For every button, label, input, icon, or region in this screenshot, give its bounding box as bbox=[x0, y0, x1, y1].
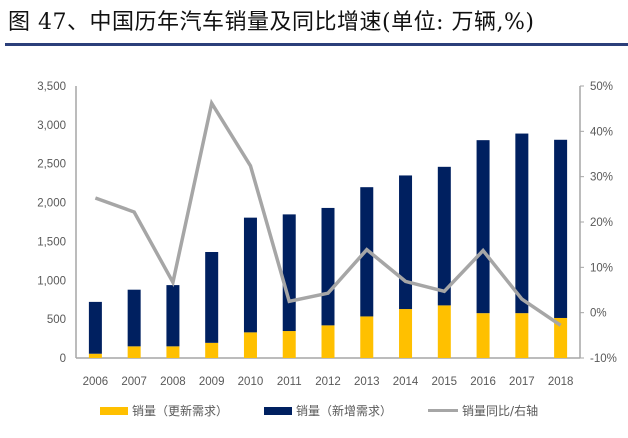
bar-renewal bbox=[399, 309, 413, 358]
right-axis-tick-label: 40% bbox=[590, 126, 613, 138]
bar-new-demand bbox=[554, 139, 568, 318]
x-axis-tick-label: 2017 bbox=[509, 376, 535, 388]
bar-renewal bbox=[88, 353, 102, 358]
legend-item-renewal: 销量（更新需求） bbox=[100, 402, 228, 419]
bar-renewal bbox=[554, 317, 568, 358]
chart-plot: 0 500 1,000 1,500 2,000 2,500 3,000 3,500 -10% 0%… bbox=[37, 81, 617, 388]
bar-new-demand bbox=[321, 207, 335, 326]
left-axis-tick-label: 3,500 bbox=[37, 81, 66, 93]
bar-renewal bbox=[321, 325, 335, 358]
right-axis-tick-label: 10% bbox=[590, 262, 613, 274]
yoy-line bbox=[94, 98, 562, 327]
bar-new-demand bbox=[476, 140, 490, 314]
right-axis-tick-label: 0% bbox=[590, 308, 607, 320]
x-axis-tick-label: 2009 bbox=[199, 376, 225, 388]
bar-renewal bbox=[166, 346, 180, 358]
title-underline bbox=[5, 43, 628, 46]
x-axis-tick-label: 2012 bbox=[315, 376, 341, 388]
bar-renewal bbox=[476, 313, 490, 358]
bar-renewal bbox=[127, 346, 141, 358]
bar-renewal bbox=[282, 331, 296, 358]
left-axis-tick-label: 2,500 bbox=[37, 159, 66, 171]
x-axis-tick-label: 2016 bbox=[470, 376, 496, 388]
legend-item-new-demand: 销量（新增需求） bbox=[264, 402, 392, 419]
bar-new-demand bbox=[127, 289, 141, 347]
legend-label-renewal: 销量（更新需求） bbox=[132, 404, 229, 418]
legend-swatch-new-demand bbox=[264, 406, 293, 415]
legend-swatch-yoy bbox=[428, 409, 459, 412]
legend-swatch-renewal bbox=[100, 406, 128, 415]
bar-renewal bbox=[360, 316, 374, 358]
bar-new-demand bbox=[205, 251, 219, 343]
left-axis-tick-label: 0 bbox=[60, 353, 66, 365]
right-axis-tick-label: 50% bbox=[590, 81, 613, 93]
bar-new-demand bbox=[243, 217, 257, 333]
legend-label-new-demand: 销量（新增需求） bbox=[296, 404, 393, 418]
left-axis-tick-label: 1,000 bbox=[37, 275, 66, 287]
bar-renewal bbox=[243, 332, 257, 358]
x-axis-tick-label: 2013 bbox=[354, 376, 380, 388]
left-axis-tick-label: 3,000 bbox=[37, 120, 66, 132]
x-axis-tick-label: 2010 bbox=[238, 376, 264, 388]
chart-legend: 销量（更新需求） 销量（新增需求） 销量同比/右轴 bbox=[100, 402, 574, 419]
x-axis-tick-label: 2014 bbox=[393, 376, 419, 388]
bar-new-demand bbox=[282, 214, 296, 332]
x-axis-tick-label: 2006 bbox=[83, 376, 109, 388]
left-axis-tick-label: 1,500 bbox=[37, 236, 66, 248]
bar-renewal bbox=[437, 305, 451, 358]
x-axis-tick-label: 2018 bbox=[548, 376, 574, 388]
bar-new-demand bbox=[515, 133, 529, 314]
legend-item-yoy: 销量同比/右轴 bbox=[428, 402, 538, 419]
legend-label-yoy: 销量同比/右轴 bbox=[462, 404, 539, 418]
left-axis-tick-label: 2,000 bbox=[37, 198, 66, 210]
bar-new-demand bbox=[166, 285, 180, 347]
bar-new-demand bbox=[88, 301, 102, 354]
x-axis-tick-label: 2011 bbox=[277, 376, 302, 388]
x-axis-tick-label: 2007 bbox=[121, 376, 147, 388]
right-axis-tick-label: 20% bbox=[590, 217, 613, 229]
right-axis-tick-label: -10% bbox=[590, 353, 617, 365]
left-axis-tick-label: 500 bbox=[47, 314, 66, 326]
bar-new-demand bbox=[437, 166, 451, 306]
bar-renewal bbox=[515, 313, 529, 358]
chart-title: 图 47、中国历年汽车销量及同比增速(单位: 万辆,%) bbox=[8, 10, 535, 35]
right-axis-tick-label: 30% bbox=[590, 172, 613, 184]
x-axis-tick-label: 2015 bbox=[432, 376, 458, 388]
bar-renewal bbox=[205, 342, 219, 358]
x-axis-tick-label: 2008 bbox=[160, 376, 186, 388]
bar-new-demand bbox=[399, 175, 413, 310]
